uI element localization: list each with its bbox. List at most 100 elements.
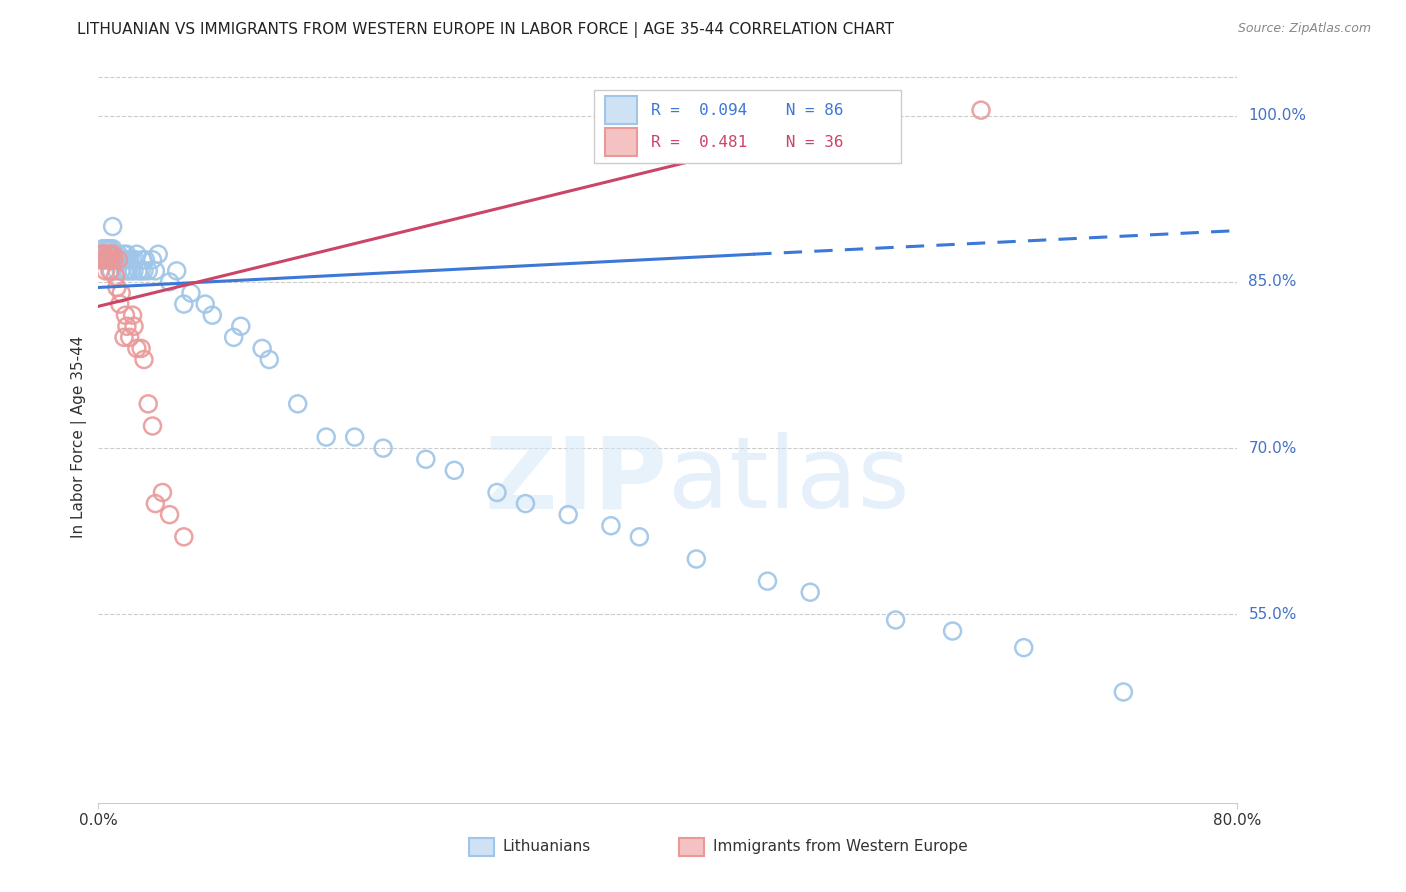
- Point: [685, 552, 707, 566]
- Bar: [679, 838, 704, 855]
- Point: [112, 330, 135, 344]
- Y-axis label: In Labor Force | Age 35-44: In Labor Force | Age 35-44: [72, 336, 87, 538]
- Point: [515, 497, 537, 511]
- Point: [415, 452, 437, 467]
- Point: [89, 247, 111, 261]
- Point: [628, 530, 651, 544]
- Point: [105, 264, 128, 278]
- Point: [101, 247, 124, 261]
- Point: [97, 242, 120, 256]
- Point: [122, 264, 145, 278]
- Point: [884, 613, 907, 627]
- Point: [90, 252, 112, 267]
- Point: [115, 252, 138, 267]
- Point: [343, 430, 366, 444]
- Point: [111, 252, 134, 267]
- Point: [315, 430, 337, 444]
- Point: [107, 247, 129, 261]
- Text: Immigrants from Western Europe: Immigrants from Western Europe: [713, 839, 969, 855]
- Point: [970, 103, 993, 117]
- Text: atlas: atlas: [668, 433, 910, 530]
- Point: [134, 252, 156, 267]
- Point: [141, 252, 163, 267]
- Point: [159, 275, 181, 289]
- Point: [104, 247, 127, 261]
- Point: [104, 252, 127, 267]
- Point: [942, 624, 965, 638]
- Point: [96, 252, 118, 267]
- Point: [97, 247, 120, 261]
- Point: [98, 264, 121, 278]
- Point: [159, 508, 181, 522]
- Bar: [468, 838, 494, 855]
- Point: [1012, 640, 1035, 655]
- Text: LITHUANIAN VS IMMIGRANTS FROM WESTERN EUROPE IN LABOR FORCE | AGE 35-44 CORRELAT: LITHUANIAN VS IMMIGRANTS FROM WESTERN EU…: [77, 22, 894, 38]
- Point: [132, 352, 155, 367]
- Point: [194, 297, 217, 311]
- Point: [105, 280, 128, 294]
- Point: [97, 252, 120, 267]
- Point: [799, 585, 821, 599]
- Text: 70.0%: 70.0%: [1249, 441, 1296, 456]
- Point: [91, 247, 114, 261]
- Bar: [605, 128, 637, 156]
- Point: [443, 463, 465, 477]
- Point: [100, 252, 122, 267]
- Point: [486, 485, 509, 500]
- Point: [90, 252, 112, 267]
- Point: [114, 264, 136, 278]
- Point: [373, 441, 395, 455]
- Point: [145, 497, 167, 511]
- Point: [98, 242, 121, 256]
- Point: [131, 252, 153, 267]
- Point: [93, 247, 115, 261]
- Point: [180, 285, 202, 300]
- Point: [136, 397, 159, 411]
- Point: [121, 252, 143, 267]
- Point: [259, 352, 281, 367]
- Point: [100, 247, 122, 261]
- Point: [145, 264, 167, 278]
- Point: [101, 247, 124, 261]
- Text: Source: ZipAtlas.com: Source: ZipAtlas.com: [1237, 22, 1371, 36]
- Point: [100, 264, 122, 278]
- Text: ZIP: ZIP: [485, 433, 668, 530]
- Point: [136, 264, 159, 278]
- Point: [94, 242, 117, 256]
- Point: [152, 485, 174, 500]
- Point: [98, 247, 121, 261]
- Point: [91, 242, 114, 256]
- Point: [118, 330, 141, 344]
- Point: [101, 219, 124, 234]
- Point: [756, 574, 779, 589]
- Point: [98, 247, 121, 261]
- Point: [127, 264, 149, 278]
- Point: [107, 252, 129, 267]
- Point: [94, 264, 117, 278]
- Point: [100, 252, 122, 267]
- Point: [96, 247, 118, 261]
- Point: [120, 264, 142, 278]
- Point: [101, 252, 124, 267]
- Point: [287, 397, 309, 411]
- Point: [108, 252, 131, 267]
- Text: 55.0%: 55.0%: [1249, 607, 1296, 622]
- Point: [91, 252, 114, 267]
- Point: [93, 247, 115, 261]
- Point: [125, 247, 148, 261]
- Point: [148, 247, 170, 261]
- Point: [132, 264, 155, 278]
- Point: [112, 247, 135, 261]
- Point: [121, 308, 143, 322]
- Text: 100.0%: 100.0%: [1249, 108, 1306, 123]
- Text: R =  0.094    N = 86: R = 0.094 N = 86: [651, 103, 844, 118]
- Point: [250, 342, 273, 356]
- Point: [97, 252, 120, 267]
- Point: [104, 269, 127, 284]
- Point: [115, 319, 138, 334]
- Text: R =  0.481    N = 36: R = 0.481 N = 36: [651, 135, 844, 150]
- Point: [118, 252, 141, 267]
- Point: [129, 342, 152, 356]
- Point: [110, 264, 132, 278]
- Point: [1112, 685, 1135, 699]
